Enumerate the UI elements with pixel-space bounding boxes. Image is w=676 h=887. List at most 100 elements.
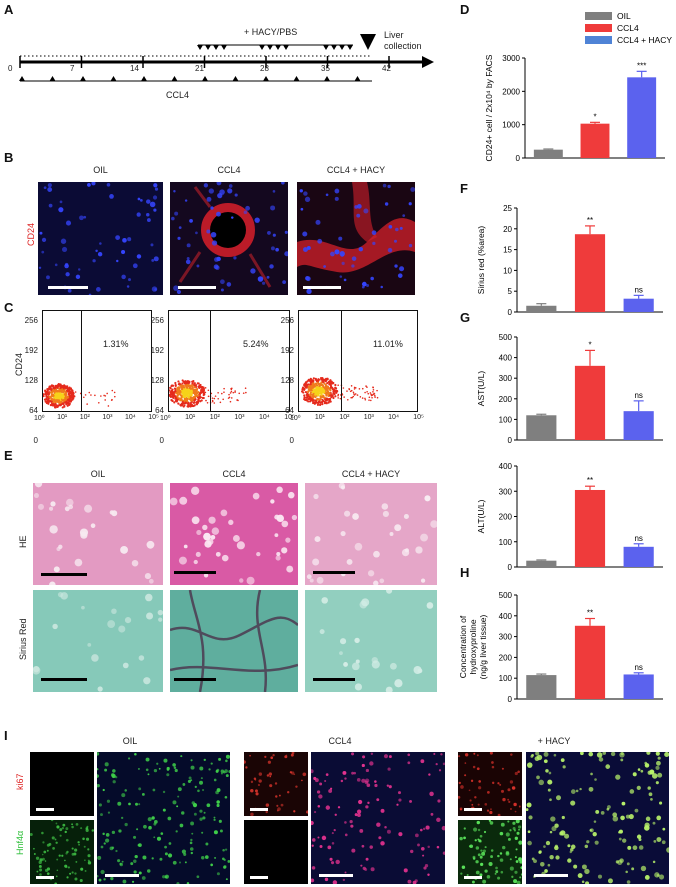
collection-arrow-icon bbox=[360, 34, 376, 50]
if-image-ccl4 bbox=[170, 182, 288, 295]
y-tick-label: 0 bbox=[508, 436, 513, 445]
ytick: 192 bbox=[24, 346, 38, 355]
ytick: 0 bbox=[33, 436, 38, 445]
bar bbox=[623, 546, 654, 567]
scale-bar bbox=[41, 678, 87, 681]
bar-chart-g: 0 100 200 300 400 500 * ns AST(U/L) bbox=[476, 333, 663, 445]
column-label-ccl4: CCL4 bbox=[328, 736, 352, 746]
ytick: 64 bbox=[29, 406, 38, 415]
scale-bar bbox=[313, 571, 355, 574]
y-tick-label: 0 bbox=[508, 563, 513, 572]
panel-label-d: D bbox=[460, 2, 470, 17]
treatment-marker bbox=[283, 45, 289, 50]
panel-label-g: G bbox=[460, 310, 471, 325]
ytick: 0 bbox=[289, 436, 294, 445]
legend-swatch bbox=[585, 12, 612, 20]
injection-marker bbox=[80, 76, 86, 81]
bar bbox=[623, 674, 654, 699]
y-tick-label: 400 bbox=[499, 354, 513, 363]
scale-bar bbox=[36, 808, 54, 811]
treatment-marker bbox=[221, 45, 227, 50]
collection-label: collection bbox=[384, 41, 422, 51]
timeline-tick-labels: 0 7 14 21 28 35 42 bbox=[8, 64, 476, 80]
if-image-oil bbox=[38, 182, 163, 295]
ytick: 256 bbox=[280, 316, 294, 325]
bar bbox=[533, 149, 563, 158]
column-label-oil: OIL bbox=[90, 469, 106, 479]
merge-image-ccl4 bbox=[311, 752, 445, 884]
ytick: 0 bbox=[159, 436, 164, 445]
hnf4a-small-hacy bbox=[458, 820, 522, 884]
scale-bar bbox=[303, 286, 341, 289]
bar bbox=[623, 411, 654, 440]
y-tick-label: 3000 bbox=[502, 54, 520, 63]
y-axis-label: (ng/g liver tissue) bbox=[478, 614, 488, 679]
bar-chart-f: 0 5 10 15 20 25 ** ns Sirius red (%area) bbox=[476, 204, 663, 317]
ki67-small-hacy bbox=[458, 752, 522, 816]
facs-plot-ccl4-hacy: 11.01% bbox=[298, 310, 418, 412]
treatment-marker bbox=[267, 45, 273, 50]
y-tick-label: 2000 bbox=[502, 87, 520, 96]
y-tick-label: 100 bbox=[499, 415, 513, 424]
significance-label: ** bbox=[587, 476, 593, 485]
ytick: 64 bbox=[155, 406, 164, 415]
if-image-ccl4-hacy bbox=[297, 182, 415, 295]
y-tick-label: 200 bbox=[499, 513, 513, 522]
scale-bar bbox=[48, 286, 88, 289]
sirius-image-oil bbox=[33, 590, 163, 692]
bar bbox=[526, 415, 557, 440]
scale-bar bbox=[250, 808, 268, 811]
collection-label: Liver bbox=[384, 30, 404, 40]
bar bbox=[627, 77, 657, 158]
y-tick-label: 5 bbox=[508, 287, 513, 296]
he-image-oil bbox=[33, 483, 163, 585]
significance-label: * bbox=[588, 340, 591, 349]
column-label-oil: OIL bbox=[122, 736, 138, 746]
legend-swatch bbox=[585, 24, 612, 32]
facs-percentage: 5.24% bbox=[243, 339, 269, 349]
y-tick-label: 200 bbox=[499, 395, 513, 404]
timeline-arrowhead bbox=[422, 56, 434, 68]
y-tick-label: 400 bbox=[499, 612, 513, 621]
y-tick-label: 200 bbox=[499, 653, 513, 662]
injection-marker bbox=[293, 76, 300, 81]
tick-label: 21 bbox=[195, 64, 204, 73]
panel-label-i: I bbox=[4, 728, 8, 743]
treatment-marker bbox=[213, 45, 219, 50]
injection-marker bbox=[263, 76, 269, 81]
panel-label-a: A bbox=[4, 2, 14, 17]
row-label-cd24: CD24 bbox=[26, 222, 36, 246]
column-label-hacy: + HACY bbox=[537, 736, 571, 746]
sirius-image-ccl4-hacy bbox=[305, 590, 437, 692]
y-tick-label: 15 bbox=[503, 246, 512, 255]
tick-label: 42 bbox=[382, 64, 391, 73]
legend-label: CCL4 + HACY bbox=[617, 35, 672, 45]
y-axis-label: ALT(U/L) bbox=[476, 499, 486, 533]
scale-bar bbox=[319, 874, 353, 877]
column-label-ccl4: CCL4 bbox=[222, 469, 246, 479]
bar bbox=[574, 365, 606, 440]
bar-chart-h: 0 100 200 300 400 500 ** ns Concentration of hydr… bbox=[458, 591, 663, 704]
treatment-marker bbox=[205, 45, 211, 50]
scale-bar bbox=[174, 571, 216, 574]
bar bbox=[580, 123, 610, 158]
y-tick-label: 20 bbox=[503, 225, 512, 234]
facs-panel: 256 192 128 64 0 1.31% 256 192 128 64 0 … bbox=[0, 300, 460, 445]
y-tick-label: 400 bbox=[499, 462, 513, 471]
scale-bar bbox=[178, 286, 216, 289]
y-tick-label: 300 bbox=[499, 633, 513, 642]
row-label-hnf4a: Hnf4α bbox=[15, 830, 25, 855]
y-tick-label: 25 bbox=[503, 204, 512, 213]
he-image-ccl4-hacy bbox=[305, 483, 437, 585]
y-tick-label: 500 bbox=[499, 591, 513, 600]
bar bbox=[574, 234, 606, 312]
significance-label: ns bbox=[634, 285, 642, 294]
facs-percentage: 1.31% bbox=[103, 339, 129, 349]
significance-label: ns bbox=[634, 391, 642, 400]
facs-yticks-2: 256 192 128 64 0 bbox=[142, 306, 164, 456]
facs-yticks-1: 256 192 128 64 0 bbox=[16, 306, 38, 456]
injection-marker bbox=[171, 76, 178, 81]
tick-label: 14 bbox=[130, 64, 139, 73]
scale-bar bbox=[105, 874, 139, 877]
